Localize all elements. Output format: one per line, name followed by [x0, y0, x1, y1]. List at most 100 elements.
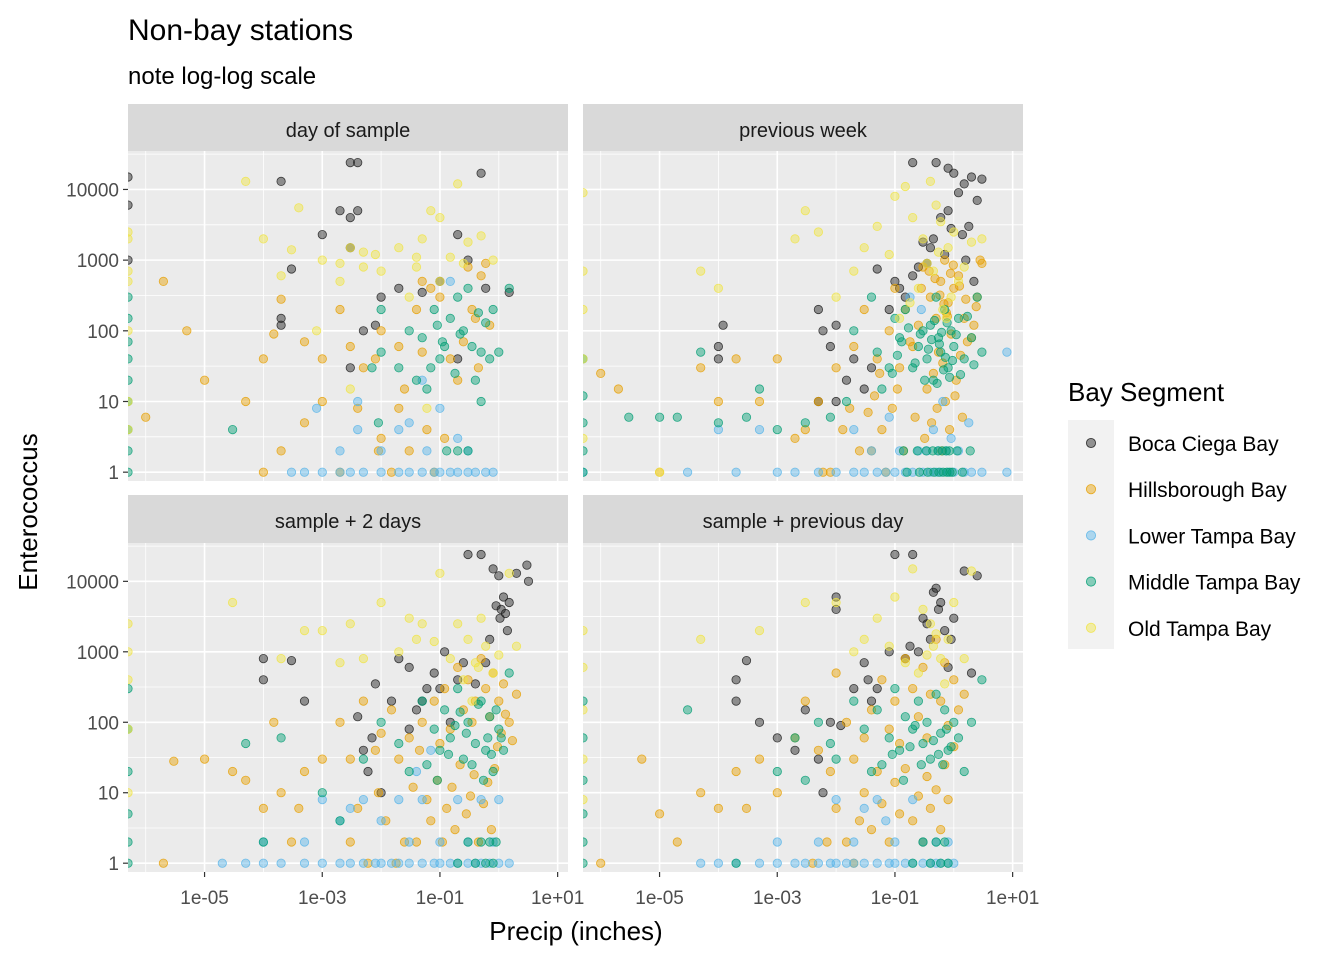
data-point	[373, 788, 383, 798]
data-point	[921, 446, 931, 456]
data-point	[825, 717, 836, 727]
data-point	[583, 795, 588, 805]
data-point	[713, 858, 724, 868]
data-point	[276, 733, 286, 743]
data-point	[922, 258, 932, 268]
data-point	[940, 679, 950, 689]
data-point	[128, 837, 133, 847]
data-point	[276, 858, 286, 868]
data-point	[286, 245, 297, 255]
data-point	[813, 396, 824, 407]
panel: sample + previous day 1e-05 1e-03 1e-01 1e+0…	[583, 495, 1039, 909]
data-point	[435, 568, 445, 578]
data-point	[422, 403, 432, 413]
data-point	[813, 467, 824, 477]
x-tick-label: 1e+01	[531, 888, 584, 909]
data-point	[353, 158, 363, 168]
data-point	[961, 255, 971, 265]
data-point	[866, 292, 877, 302]
data-point	[476, 549, 486, 560]
data-point	[453, 858, 463, 868]
data-point	[583, 304, 588, 315]
data-point	[376, 304, 386, 315]
data-point	[495, 613, 505, 623]
data-point	[426, 206, 436, 216]
data-point	[583, 266, 588, 276]
y-tick-label: 1	[108, 854, 119, 875]
data-point	[905, 337, 915, 347]
data-point	[463, 549, 473, 560]
data-point	[915, 329, 925, 339]
data-point	[754, 858, 765, 868]
data-point	[682, 705, 693, 715]
data-point	[922, 650, 932, 660]
data-point	[128, 619, 133, 629]
data-point	[831, 597, 841, 608]
data-point	[335, 206, 345, 216]
data-point	[941, 446, 951, 456]
data-point	[859, 724, 869, 734]
data-point	[583, 188, 588, 198]
data-point	[918, 858, 928, 868]
data-point	[463, 675, 473, 685]
data-point	[294, 203, 304, 213]
data-point	[128, 809, 133, 819]
data-point	[920, 433, 930, 443]
data-point	[961, 294, 971, 304]
data-point	[772, 766, 782, 777]
data-point	[953, 705, 964, 715]
data-point	[445, 467, 455, 477]
data-point	[654, 809, 665, 819]
data-point	[897, 337, 907, 347]
data-point	[854, 816, 865, 826]
data-point	[258, 354, 268, 364]
data-point	[488, 564, 498, 574]
data-point	[345, 803, 355, 814]
data-point	[345, 213, 355, 223]
data-point	[831, 754, 841, 764]
data-point	[394, 363, 404, 373]
data-point	[523, 576, 534, 586]
data-point	[831, 292, 841, 302]
data-point	[696, 634, 706, 645]
data-point	[772, 733, 782, 743]
data-point	[486, 749, 496, 760]
data-point	[404, 446, 414, 456]
data-point	[128, 255, 133, 265]
data-point	[863, 675, 873, 685]
data-point	[476, 794, 486, 805]
data-point	[476, 396, 486, 407]
data-point	[908, 158, 918, 168]
data-point	[872, 613, 882, 623]
data-point	[422, 794, 432, 805]
data-point	[754, 396, 765, 407]
data-point	[936, 327, 947, 337]
legend-key	[1085, 437, 1097, 449]
data-point	[358, 467, 368, 477]
y-tick-label: 100	[87, 322, 119, 343]
data-point	[583, 418, 588, 428]
data-point	[358, 745, 368, 755]
data-point	[429, 696, 439, 706]
data-point	[887, 368, 897, 378]
data-point	[959, 766, 969, 777]
data-point	[908, 816, 918, 826]
data-point	[918, 837, 928, 847]
strip-background	[128, 104, 568, 151]
points-layer	[583, 549, 987, 868]
data-point	[931, 837, 941, 847]
data-point	[458, 675, 468, 685]
data-point	[422, 384, 432, 394]
x-tick-label: 1e-03	[298, 888, 347, 909]
data-point	[754, 717, 765, 727]
data-point	[1002, 467, 1012, 477]
data-point	[363, 766, 373, 777]
data-point	[404, 613, 414, 623]
data-point	[938, 760, 948, 770]
data-point	[831, 396, 841, 407]
data-point	[469, 770, 479, 780]
data-point	[849, 354, 859, 364]
data-point	[800, 696, 810, 706]
data-point	[258, 467, 268, 477]
data-point	[910, 720, 920, 731]
